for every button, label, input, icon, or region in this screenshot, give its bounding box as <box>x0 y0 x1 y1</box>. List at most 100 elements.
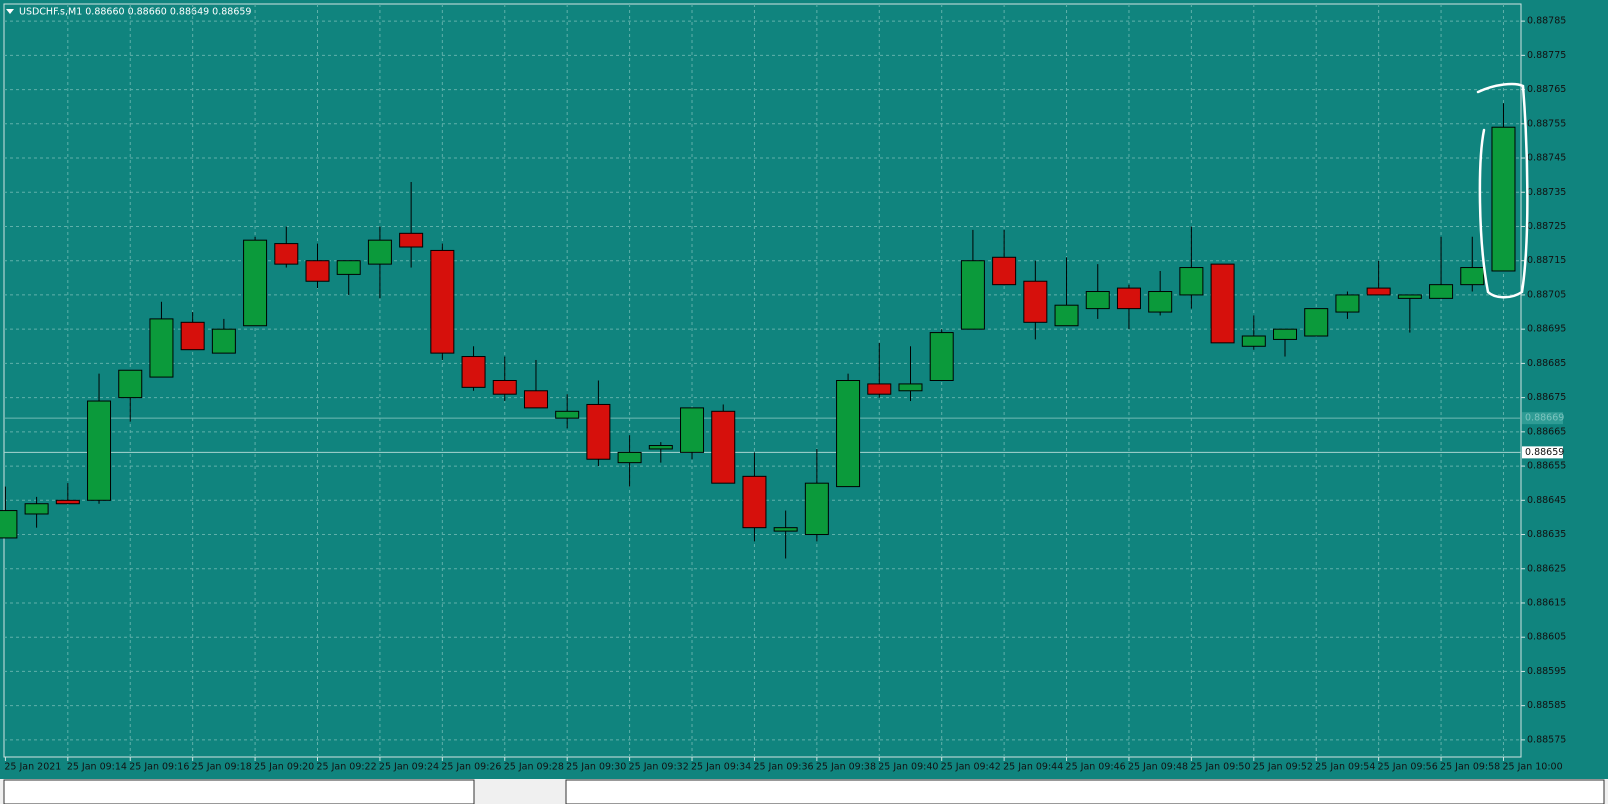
x-tick-label: 25 Jan 09:26 <box>441 762 501 773</box>
price-label: 0.88669 <box>1525 413 1564 424</box>
y-tick-label: 0.88575 <box>1527 734 1566 745</box>
price-label-box <box>1522 446 1563 459</box>
candle-body <box>55 499 80 505</box>
y-tick-label: 0.88765 <box>1527 84 1566 95</box>
collapse-icon[interactable] <box>6 9 14 14</box>
candle-body <box>367 239 392 265</box>
y-tick-label: 0.88715 <box>1527 255 1566 266</box>
y-tick-label: 0.88615 <box>1527 597 1566 608</box>
x-tick-label: 25 Jan 09:58 <box>1440 762 1500 773</box>
candle-body <box>742 475 767 529</box>
x-tick-label: 25 Jan 10:00 <box>1502 762 1562 773</box>
candle-body <box>149 318 174 378</box>
y-tick-label: 0.88745 <box>1527 153 1566 164</box>
candle-body <box>118 369 143 399</box>
y-tick-label: 0.88595 <box>1527 666 1566 677</box>
candle-body <box>648 445 673 450</box>
x-tick-label: 25 Jan 09:40 <box>878 762 938 773</box>
candle-body <box>992 256 1017 286</box>
candle-body <box>1023 280 1048 323</box>
x-tick-label: 25 Jan 09:36 <box>753 762 813 773</box>
y-tick-label: 0.88585 <box>1527 700 1566 711</box>
y-tick-label: 0.88725 <box>1527 221 1566 232</box>
candle-body <box>1179 267 1204 296</box>
candle-body <box>523 390 548 409</box>
candle-body <box>492 380 517 395</box>
candle-body <box>243 239 268 327</box>
y-tick-label: 0.88665 <box>1527 426 1566 437</box>
y-tick-label: 0.88735 <box>1527 187 1566 198</box>
candle-body <box>1085 291 1110 310</box>
candle-body <box>336 260 361 275</box>
candle-body <box>87 400 112 501</box>
candle-body <box>1460 267 1485 286</box>
candle-body <box>1241 335 1266 347</box>
price-label-box <box>1522 412 1563 425</box>
y-tick-label: 0.88605 <box>1527 632 1566 643</box>
candle-body <box>929 332 954 381</box>
candle-body <box>1304 308 1329 337</box>
candle-body <box>399 232 424 248</box>
candle-body <box>960 260 985 330</box>
x-tick-label: 25 Jan 09:50 <box>1190 762 1250 773</box>
y-tick-label: 0.88705 <box>1527 289 1566 300</box>
x-tick-label: 25 Jan 09:48 <box>1128 762 1188 773</box>
y-tick-label: 0.88645 <box>1527 495 1566 506</box>
candle-body <box>867 383 892 395</box>
candle-body <box>1116 287 1141 310</box>
annotation-circle <box>1476 82 1529 299</box>
grid: 0.88785 0.88775 0.88765 0.88755 0.88745 0.887… <box>4 4 1566 773</box>
y-tick-label: 0.88695 <box>1527 324 1566 335</box>
y-tick-label: 0.88755 <box>1527 118 1566 129</box>
candles <box>0 103 1516 559</box>
x-tick-label: 25 Jan 09:30 <box>566 762 626 773</box>
candle-body <box>711 410 736 484</box>
candle-body <box>24 503 49 515</box>
candle-body <box>1491 126 1516 272</box>
candle-body <box>1210 263 1235 344</box>
candle-body <box>1273 328 1298 340</box>
x-tick-label: 25 Jan 09:28 <box>504 762 564 773</box>
x-tick-label: 25 Jan 09:16 <box>129 762 189 773</box>
x-tick-label: 25 Jan 09:56 <box>1378 762 1438 773</box>
candle-body <box>180 321 205 351</box>
candle-body <box>274 243 299 265</box>
x-tick-label: 25 Jan 09:52 <box>1253 762 1313 773</box>
candle-body <box>1148 291 1173 313</box>
x-tick-label: 25 Jan 09:46 <box>1066 762 1126 773</box>
candle-body <box>1429 284 1454 299</box>
candle-body <box>804 482 829 536</box>
y-tick-label: 0.88655 <box>1527 461 1566 472</box>
y-tick-label: 0.88685 <box>1527 358 1566 369</box>
price-label: 0.88659 <box>1525 447 1564 458</box>
chart-title: USDCHF.s,M1 0.88660 0.88660 0.88649 0.88… <box>19 7 251 18</box>
candle-body <box>1397 294 1422 299</box>
y-tick-label: 0.88675 <box>1527 392 1566 403</box>
candle-body <box>586 403 611 460</box>
plot-frame <box>3 3 1522 758</box>
y-tick-label: 0.88625 <box>1527 563 1566 574</box>
candle-body <box>680 407 705 453</box>
candle-body <box>430 249 455 354</box>
candle-body <box>555 410 580 419</box>
x-tick-label: 25 Jan 09:18 <box>192 762 252 773</box>
x-tick-label: 25 Jan 09:42 <box>941 762 1001 773</box>
x-tick-label: 25 Jan 09:24 <box>379 762 439 773</box>
y-tick-label: 0.88785 <box>1527 16 1566 27</box>
y-tick-label: 0.88775 <box>1527 50 1566 61</box>
candle-body <box>773 527 798 532</box>
x-tick-label: 25 Jan 09:54 <box>1315 762 1375 773</box>
tab[interactable] <box>3 779 475 804</box>
x-tick-label: 25 Jan 09:14 <box>67 762 127 773</box>
candle-body <box>1335 294 1360 313</box>
tab[interactable] <box>565 779 1605 804</box>
x-tick-label: 25 Jan 09:38 <box>816 762 876 773</box>
x-tick-label: 25 Jan 2021 <box>4 762 61 773</box>
x-tick-label: 25 Jan 09:32 <box>629 762 689 773</box>
x-tick-label: 25 Jan 09:34 <box>691 762 751 773</box>
candle-body <box>305 260 330 282</box>
y-tick-label: 0.88635 <box>1527 529 1566 540</box>
